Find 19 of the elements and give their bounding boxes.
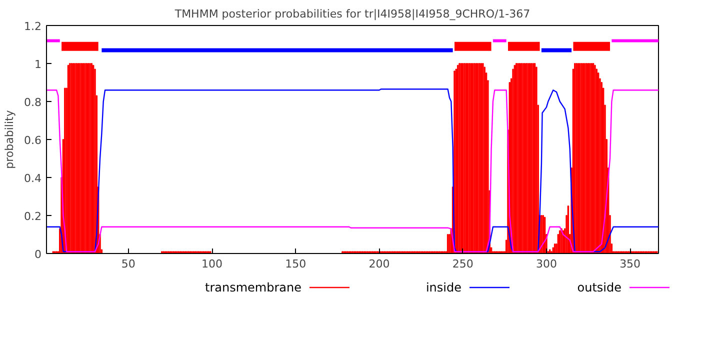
x-tick-label: 300 [536,258,557,270]
legend-label: inside [426,280,462,294]
y-tick-label: 1 [34,58,42,71]
x-tick-label: 150 [285,258,306,270]
x-tick-label: 350 [620,258,641,270]
x-tick-label: 50 [121,258,136,270]
y-tick-label: 0 [34,248,42,261]
legend-label: outside [577,280,622,294]
y-tick-label: 0.4 [24,172,42,185]
y-tick-label: 1.2 [24,20,42,33]
y-tick-label: 0.2 [24,210,42,223]
x-tick-label: 200 [368,258,390,270]
chart-title: TMHMM posterior probabilities for tr|I4I958|I4I958_9CHRO/1-367 [174,8,530,20]
x-tick-label: 100 [202,258,223,270]
y-axis-title: probability [3,110,16,169]
x-tick-label: 250 [452,258,474,270]
y-tick-label: 0.6 [24,134,42,147]
y-tick-label: 0.8 [24,96,42,109]
legend-label: transmembrane [204,280,302,294]
